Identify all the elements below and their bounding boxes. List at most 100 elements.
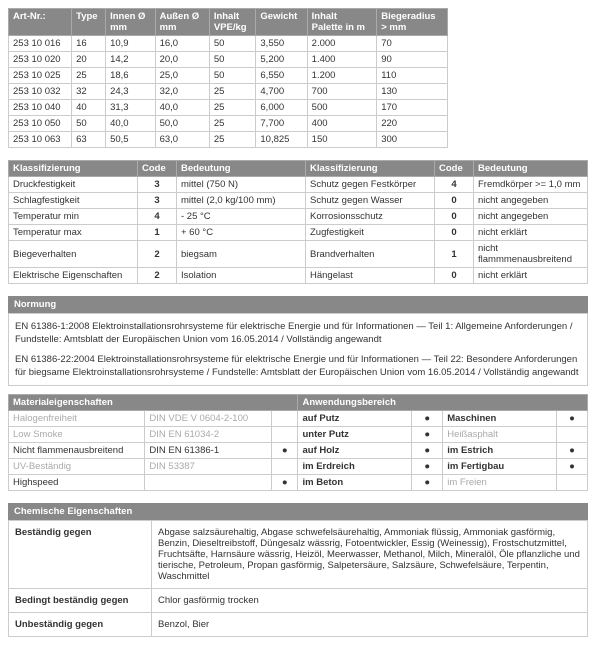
cell: Elektrische Eigenschaften	[9, 268, 138, 284]
cell: 90	[377, 52, 448, 68]
cell: 50,0	[155, 116, 209, 132]
cell: Temperatur max	[9, 225, 138, 241]
cell: im Estrich	[443, 443, 557, 459]
cell: 253 10 020	[9, 52, 72, 68]
cell: 16,0	[155, 36, 209, 52]
article-col: InhaltPalette in m	[307, 9, 377, 36]
table-row: 253 10 0252518,625,0506,5501.200110	[9, 68, 448, 84]
anwendung-header: Anwendungsbereich	[298, 395, 588, 411]
article-col: Art-Nr.:	[9, 9, 72, 36]
cell: Temperatur min	[9, 209, 138, 225]
col-bed1: Bedeutung	[177, 161, 306, 177]
cell: UV-Beständig	[9, 459, 145, 475]
col-code1: Code	[138, 161, 177, 177]
cell: ●	[272, 475, 298, 491]
cell: Nicht flammenausbreitend	[9, 443, 145, 459]
cell: 40	[72, 100, 106, 116]
cell: 50	[209, 52, 256, 68]
cell: ●	[412, 443, 443, 459]
cell: 5,200	[256, 52, 307, 68]
col-klass2: Klassifizierung	[306, 161, 435, 177]
cell	[272, 427, 298, 443]
cell: 4	[435, 177, 474, 193]
cell: 300	[377, 132, 448, 148]
chem-table: Beständig gegenAbgase salzsäurehaltig, A…	[8, 520, 588, 637]
chem-label: Bedingt beständig gegen	[9, 589, 152, 613]
table-row: Nicht flammenausbreitendDIN EN 61386-1●a…	[9, 443, 588, 459]
table-row: 253 10 0636350,563,02510,825150300	[9, 132, 448, 148]
col-bed2: Bedeutung	[474, 161, 588, 177]
cell	[145, 475, 272, 491]
cell: 10,825	[256, 132, 307, 148]
cell: mittel (2,0 kg/100 mm)	[177, 193, 306, 209]
cell: 25	[209, 100, 256, 116]
cell: 4,700	[256, 84, 307, 100]
cell: 25	[72, 68, 106, 84]
cell	[556, 475, 587, 491]
table-row: Bedingt beständig gegenChlor gasförmig t…	[9, 589, 588, 613]
cell: 25	[209, 132, 256, 148]
cell: 253 10 016	[9, 36, 72, 52]
chem-value: Abgase salzsäurehaltig, Abgase schwefels…	[152, 521, 588, 589]
cell: 20	[72, 52, 106, 68]
material-header: Materialeigenschaften	[9, 395, 298, 411]
cell: im Freien	[443, 475, 557, 491]
cell: 0	[435, 268, 474, 284]
cell: nicht flammmenausbreitend	[474, 241, 588, 268]
cell: 1.400	[307, 52, 377, 68]
cell: im Erdreich	[298, 459, 412, 475]
cell: Low Smoke	[9, 427, 145, 443]
cell: 63	[72, 132, 106, 148]
col-klass1: Klassifizierung	[9, 161, 138, 177]
normung-text-1: EN 61386-1:2008 Elektroinstallationsrohr…	[15, 320, 581, 347]
table-row: Temperatur min4- 25 °CKorrosionsschutz0n…	[9, 209, 588, 225]
cell: 220	[377, 116, 448, 132]
cell: 25,0	[155, 68, 209, 84]
cell: Brandverhalten	[306, 241, 435, 268]
cell: 4	[138, 209, 177, 225]
table-row: 253 10 0202014,220,0505,2001.40090	[9, 52, 448, 68]
cell: 6,000	[256, 100, 307, 116]
cell: 170	[377, 100, 448, 116]
cell: 50	[209, 68, 256, 84]
cell: 25	[209, 84, 256, 100]
cell: 0	[435, 225, 474, 241]
cell: 6,550	[256, 68, 307, 84]
cell: nicht angegeben	[474, 193, 588, 209]
article-col: Gewicht	[256, 9, 307, 36]
cell: nicht erklärt	[474, 268, 588, 284]
article-col: Innen Ømm	[106, 9, 156, 36]
chem-value: Benzol, Bier	[152, 613, 588, 637]
cell: 70	[377, 36, 448, 52]
cell: 0	[435, 209, 474, 225]
table-row: 253 10 0323224,332,0254,700700130	[9, 84, 448, 100]
cell: 130	[377, 84, 448, 100]
cell: 16	[72, 36, 106, 52]
cell: Halogenfreiheit	[9, 411, 145, 427]
cell: auf Holz	[298, 443, 412, 459]
table-row: Highspeed●im Beton●im Freien	[9, 475, 588, 491]
cell: 2.000	[307, 36, 377, 52]
cell: biegsam	[177, 241, 306, 268]
table-row: HalogenfreiheitDIN VDE V 0604-2-100 auf P…	[9, 411, 588, 427]
table-row: Elektrische Eigenschaften2IsolationHänge…	[9, 268, 588, 284]
cell: Zugfestigkeit	[306, 225, 435, 241]
cell: 3	[138, 193, 177, 209]
cell: DIN VDE V 0604-2-100	[145, 411, 272, 427]
cell: ●	[412, 411, 443, 427]
cell: auf Putz	[298, 411, 412, 427]
cell: 24,3	[106, 84, 156, 100]
cell: 150	[307, 132, 377, 148]
cell: 3,550	[256, 36, 307, 52]
cell: Heißasphalt	[443, 427, 557, 443]
cell: 20,0	[155, 52, 209, 68]
cell: 500	[307, 100, 377, 116]
cell: 50	[209, 36, 256, 52]
cell: 700	[307, 84, 377, 100]
cell: 32	[72, 84, 106, 100]
classification-table: Klassifizierung Code Bedeutung Klassifiz…	[8, 160, 588, 284]
cell: Schutz gegen Festkörper	[306, 177, 435, 193]
cell: Hängelast	[306, 268, 435, 284]
cell: nicht erklärt	[474, 225, 588, 241]
cell: 400	[307, 116, 377, 132]
